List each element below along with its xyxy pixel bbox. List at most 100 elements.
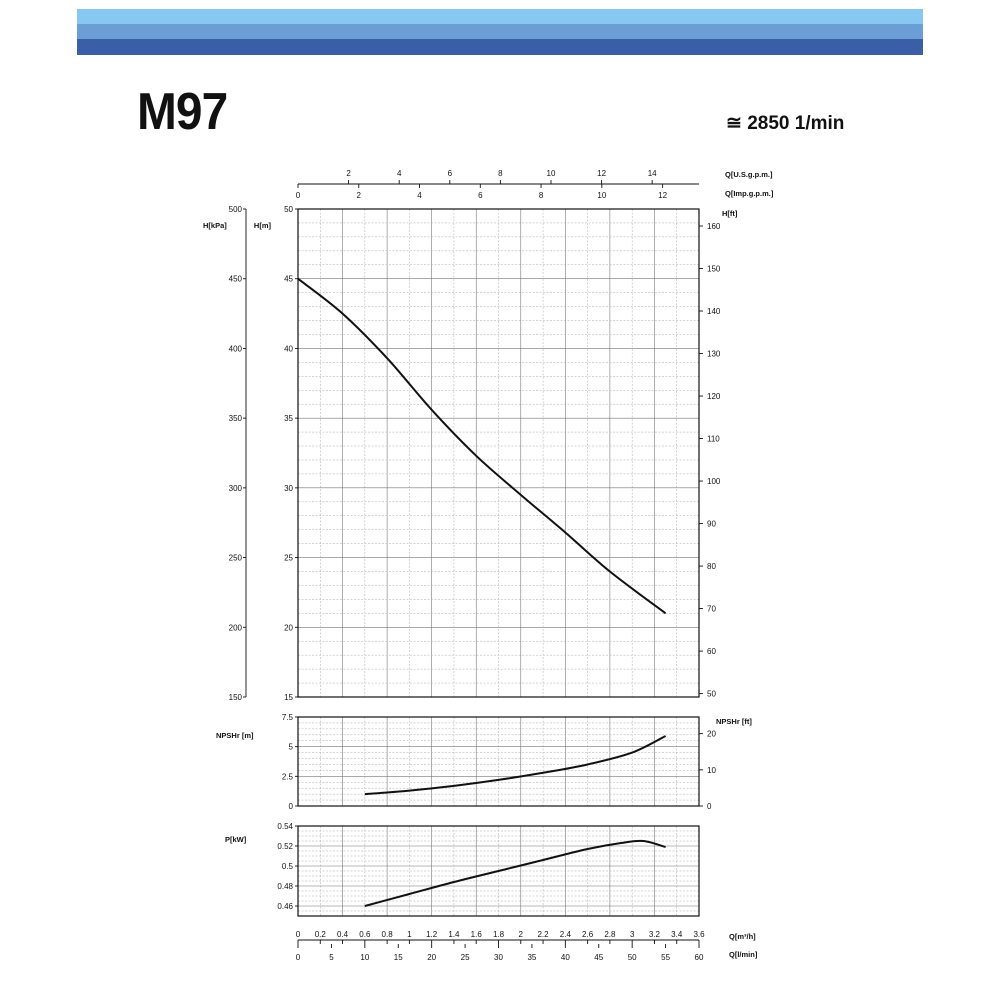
m3h-tick-label: 3 (630, 930, 635, 939)
impgpm-tick-label: 6 (478, 191, 483, 200)
lmin-tick-label: 25 (461, 953, 470, 962)
ft-tick-label: 80 (707, 562, 716, 571)
head-ytick-label: 30 (284, 484, 293, 493)
model-title: M97 (137, 83, 228, 141)
usgpm-tick-label: 10 (547, 169, 556, 178)
head-ytick-label: 50 (284, 205, 293, 214)
impgpm-tick-label: 12 (658, 191, 667, 200)
m3h-tick-label: 3.6 (693, 930, 705, 939)
lmin-tick-label: 35 (527, 953, 536, 962)
band-stripe-light (77, 9, 923, 24)
m3h-tick-label: 0.8 (382, 930, 394, 939)
m3h-tick-label: 1.2 (426, 930, 438, 939)
kpa-tick-label: 250 (229, 554, 243, 563)
kpa-tick-label: 300 (229, 484, 243, 493)
npsh-ft-tick-label: 0 (707, 802, 712, 811)
impgpm-tick-label: 4 (417, 191, 422, 200)
header-color-band (77, 9, 923, 55)
lmin-tick-label: 20 (427, 953, 436, 962)
ft-tick-label: 120 (707, 392, 721, 401)
head-curve (297, 277, 667, 615)
usgpm-tick-label: 8 (498, 169, 503, 178)
lmin-tick-label: 55 (661, 953, 670, 962)
npsh-ft-axis-label: NPSHr [ft] (716, 717, 752, 726)
band-stripe-mid (77, 24, 923, 39)
m3h-tick-label: 3.2 (649, 930, 661, 939)
power-ytick-label: 0.48 (277, 882, 293, 891)
ft-axis-label: H[ft] (722, 209, 738, 218)
head-ytick-label: 25 (284, 554, 293, 563)
head-ytick-label: 40 (284, 344, 293, 353)
m3h-tick-label: 0.6 (359, 930, 371, 939)
npsh-ylabel: NPSHr [m] (216, 731, 254, 740)
ft-tick-label: 100 (707, 477, 721, 486)
lmin-tick-label: 15 (394, 953, 403, 962)
power-ylabel: P[kW] (225, 835, 247, 844)
m3h-tick-label: 1 (407, 930, 412, 939)
kpa-tick-label: 450 (229, 275, 243, 284)
npsh-ytick-label: 5 (289, 743, 294, 752)
lmin-tick-label: 50 (628, 953, 637, 962)
m3h-tick-label: 3.4 (671, 930, 683, 939)
npsh-ytick-label: 0 (289, 802, 294, 811)
ft-tick-label: 140 (707, 307, 721, 316)
impgpm-tick-label: 10 (597, 191, 606, 200)
m3h-tick-label: 2.8 (604, 930, 616, 939)
m3h-tick-label: 1.8 (493, 930, 505, 939)
ft-tick-label: 90 (707, 520, 716, 529)
lmin-tick-label: 45 (594, 953, 603, 962)
approx-symbol: ≅ (726, 113, 742, 134)
ft-tick-label: 50 (707, 690, 716, 699)
lmin-tick-label: 5 (329, 953, 334, 962)
speed-label: ≅ 2850 1/min (726, 112, 844, 135)
usgpm-tick-label: 2 (346, 169, 351, 178)
usgpm-tick-label: 12 (597, 169, 606, 178)
npsh-ytick-label: 7.5 (282, 713, 294, 722)
npsh-ft-tick-label: 10 (707, 766, 716, 775)
npsh-ytick-label: 2.5 (282, 772, 294, 781)
band-stripe-dark (77, 39, 923, 55)
impgpm-tick-label: 0 (296, 191, 301, 200)
m3h-tick-label: 0.2 (315, 930, 327, 939)
npsh-plot-frame (297, 716, 700, 807)
ft-tick-label: 60 (707, 647, 716, 656)
power-ytick-label: 0.46 (277, 902, 293, 911)
kpa-tick-label: 500 (229, 205, 243, 214)
lmin-tick-label: 40 (561, 953, 570, 962)
impgpm-axis-label: Q[Imp.g.p.m.] (725, 189, 774, 198)
kpa-tick-label: 150 (229, 693, 243, 702)
npsh-curve (364, 735, 667, 796)
m3h-tick-label: 2.6 (582, 930, 594, 939)
m3h-tick-label: 2.2 (537, 930, 549, 939)
usgpm-tick-label: 6 (448, 169, 453, 178)
ft-tick-label: 150 (707, 265, 721, 274)
lmin-axis-label: Q[l/min] (729, 950, 758, 959)
kpa-tick-label: 400 (229, 344, 243, 353)
usgpm-tick-label: 14 (648, 169, 657, 178)
kpa-axis-label: H[kPa] (203, 221, 227, 230)
usgpm-tick-label: 4 (397, 169, 402, 178)
kpa-tick-label: 200 (229, 623, 243, 632)
m3h-tick-label: 1.4 (448, 930, 460, 939)
kpa-tick-label: 350 (229, 414, 243, 423)
lmin-tick-label: 60 (695, 953, 704, 962)
power-plot-frame (297, 825, 700, 917)
lmin-tick-label: 0 (296, 953, 301, 962)
npsh-ft-tick-label: 20 (707, 730, 716, 739)
head-ytick-label: 45 (284, 275, 293, 284)
lmin-tick-label: 30 (494, 953, 503, 962)
ft-tick-label: 130 (707, 350, 721, 359)
head-ytick-label: 35 (284, 414, 293, 423)
lmin-tick-label: 10 (360, 953, 369, 962)
ft-tick-label: 110 (707, 435, 720, 444)
ft-tick-label: 70 (707, 605, 716, 614)
m3h-tick-label: 1.6 (471, 930, 483, 939)
ft-tick-label: 160 (707, 222, 721, 231)
usgpm-axis-label: Q[U.S.g.p.m.] (725, 170, 773, 179)
m3h-tick-label: 2 (519, 930, 524, 939)
impgpm-tick-label: 8 (539, 191, 544, 200)
m3h-axis-label: Q[m³/h] (729, 932, 756, 941)
power-curve (364, 839, 666, 907)
m3h-tick-label: 0.4 (337, 930, 349, 939)
